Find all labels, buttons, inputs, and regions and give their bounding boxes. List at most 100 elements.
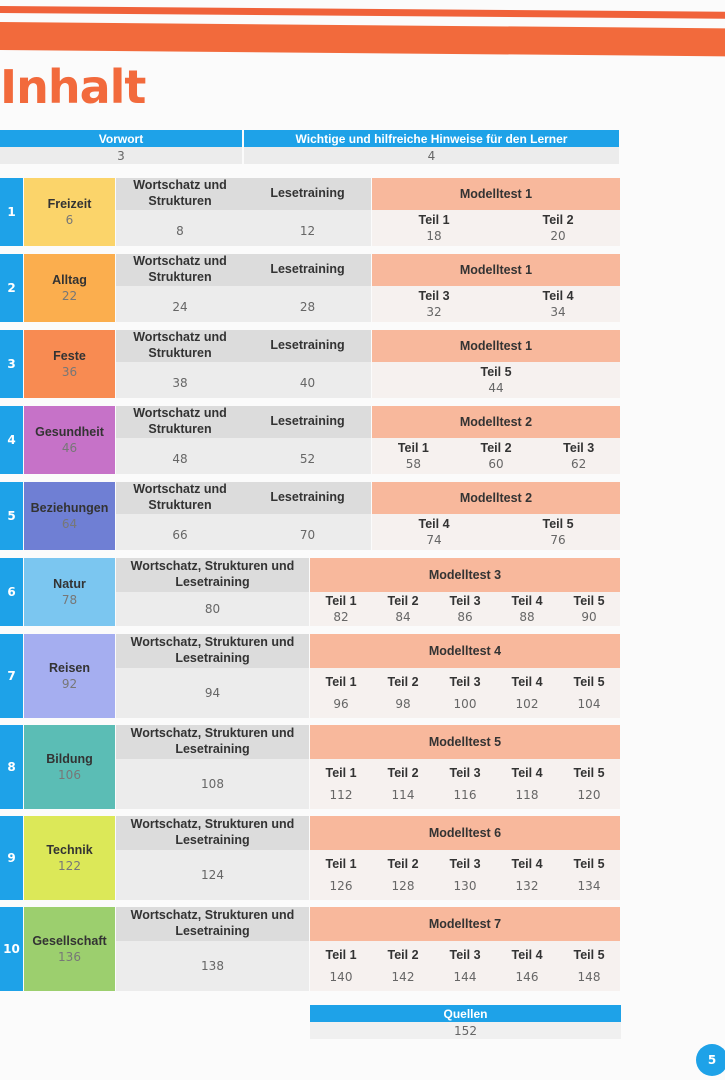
teil-item[interactable]: Teil 2 128	[372, 850, 434, 900]
teil-item[interactable]: Teil 5 120	[558, 759, 620, 809]
page-title: Inhalt	[0, 60, 146, 114]
teil-item[interactable]: Teil 5 134	[558, 850, 620, 900]
teil-item[interactable]: Teil 3 100	[434, 668, 496, 718]
vorwort-label[interactable]: Vorwort	[0, 130, 242, 147]
modelltest-header[interactable]: Modelltest 6	[310, 816, 620, 850]
topic-page: 136	[58, 950, 81, 964]
teil-item[interactable]: Teil 4 146	[496, 941, 558, 991]
teil-item[interactable]: Teil 5 90	[558, 592, 620, 626]
wortschatz-header[interactable]: Wortschatz und Strukturen	[116, 330, 244, 362]
chapter-topic[interactable]: Alltag 22	[24, 254, 115, 322]
teil-label: Teil 5	[573, 948, 605, 963]
hinweise-label[interactable]: Wichtige und hilfreiche Hinweise für den…	[244, 130, 619, 147]
teil-item[interactable]: Teil 1 140	[310, 941, 372, 991]
wortschatz-header[interactable]: Wortschatz und Strukturen	[116, 254, 244, 286]
teil-item[interactable]: Teil 3 130	[434, 850, 496, 900]
teil-page: 20	[550, 229, 566, 244]
modelltest-header[interactable]: Modelltest 5	[310, 725, 620, 759]
lesetraining-header[interactable]: Lesetraining	[244, 254, 371, 286]
chapter-number: 6	[0, 558, 23, 626]
hinweise-page: 4	[244, 147, 619, 164]
teil-label: Teil 3	[449, 857, 481, 872]
lesetraining-header[interactable]: Lesetraining	[244, 330, 371, 362]
teil-page: 86	[457, 610, 473, 624]
teil-page: 90	[581, 610, 597, 624]
teil-item[interactable]: Teil 2 98	[372, 668, 434, 718]
chapter-number: 5	[0, 482, 23, 550]
chapter-topic[interactable]: Gesundheit 46	[24, 406, 115, 474]
teil-label: Teil 5	[480, 364, 512, 379]
teil-item[interactable]: Teil 1 126	[310, 850, 372, 900]
teil-item[interactable]: Teil 4 34	[496, 286, 620, 322]
teil-item[interactable]: Teil 3 116	[434, 759, 496, 809]
teil-item[interactable]: Teil 1 18	[372, 210, 496, 246]
teil-item[interactable]: Teil 4 102	[496, 668, 558, 718]
wortschatz-lesetraining-header[interactable]: Wortschatz, Strukturen und Lesetraining	[116, 558, 309, 592]
wortschatz-header[interactable]: Wortschatz und Strukturen	[116, 178, 244, 210]
teil-zone: Teil 5 44	[372, 362, 620, 398]
teil-zone: Teil 1 18 Teil 2 20	[372, 210, 620, 246]
chapter-number: 2	[0, 254, 23, 322]
chapter-topic[interactable]: Beziehungen 64	[24, 482, 115, 550]
modelltest-header[interactable]: Modelltest 3	[310, 558, 620, 592]
teil-item[interactable]: Teil 4 88	[496, 592, 558, 626]
teil-item[interactable]: Teil 4 118	[496, 759, 558, 809]
modelltest-header[interactable]: Modelltest 1	[372, 178, 620, 210]
teil-page: 140	[329, 969, 353, 984]
chapter-number: 4	[0, 406, 23, 474]
teil-item[interactable]: Teil 3 86	[434, 592, 496, 626]
topic-page: 64	[61, 517, 78, 531]
teil-item[interactable]: Teil 5 104	[558, 668, 620, 718]
teil-item[interactable]: Teil 2 60	[455, 438, 538, 474]
topic-name: Freizeit	[47, 197, 92, 211]
lesetraining-header[interactable]: Lesetraining	[244, 406, 371, 438]
wortschatz-lesetraining-header[interactable]: Wortschatz, Strukturen und Lesetraining	[116, 725, 309, 759]
chapter-topic[interactable]: Reisen 92	[24, 634, 115, 718]
teil-item[interactable]: Teil 4 132	[496, 850, 558, 900]
teil-item[interactable]: Teil 3 144	[434, 941, 496, 991]
teil-item[interactable]: Teil 1 58	[372, 438, 455, 474]
chapter-topic[interactable]: Freizeit 6	[24, 178, 115, 246]
teil-item[interactable]: Teil 5 148	[558, 941, 620, 991]
teil-item[interactable]: Teil 2 142	[372, 941, 434, 991]
teil-item[interactable]: Teil 2 20	[496, 210, 620, 246]
vorwort-page: 3	[0, 147, 242, 164]
topic-page: 92	[61, 677, 78, 691]
teil-item[interactable]: Teil 1 96	[310, 668, 372, 718]
teil-item[interactable]: Teil 4 74	[372, 514, 496, 550]
quellen-label[interactable]: Quellen	[310, 1005, 621, 1022]
teil-item[interactable]: Teil 1 112	[310, 759, 372, 809]
topic-name: Technik	[46, 843, 93, 857]
modelltest-header[interactable]: Modelltest 1	[372, 330, 620, 362]
teil-item[interactable]: Teil 2 114	[372, 759, 434, 809]
chapter-topic[interactable]: Bildung 106	[24, 725, 115, 809]
wortschatz-lesetraining-header[interactable]: Wortschatz, Strukturen und Lesetraining	[116, 634, 309, 668]
chapter-topic[interactable]: Natur 78	[24, 558, 115, 626]
teil-page: 60	[488, 457, 504, 472]
modelltest-header[interactable]: Modelltest 1	[372, 254, 620, 286]
teil-label: Teil 5	[573, 675, 605, 690]
teil-page: 148	[577, 969, 601, 984]
teil-label: Teil 5	[542, 516, 574, 531]
teil-item[interactable]: Teil 3 32	[372, 286, 496, 322]
wortschatz-lesetraining-header[interactable]: Wortschatz, Strukturen und Lesetraining	[116, 907, 309, 941]
teil-item[interactable]: Teil 2 84	[372, 592, 434, 626]
teil-page: 144	[453, 969, 477, 984]
modelltest-header[interactable]: Modelltest 4	[310, 634, 620, 668]
wortschatz-lesetraining-header[interactable]: Wortschatz, Strukturen und Lesetraining	[116, 816, 309, 850]
teil-item[interactable]: Teil 5 44	[372, 362, 620, 398]
wortschatz-header[interactable]: Wortschatz und Strukturen	[116, 482, 244, 514]
wortschatz-header[interactable]: Wortschatz und Strukturen	[116, 406, 244, 438]
teil-zone: Teil 1 140 Teil 2 142 Teil 3 144 Teil 4 146 Teil…	[310, 941, 620, 991]
teil-item[interactable]: Teil 5 76	[496, 514, 620, 550]
modelltest-header[interactable]: Modelltest 2	[372, 482, 620, 514]
modelltest-header[interactable]: Modelltest 2	[372, 406, 620, 438]
chapter-topic[interactable]: Feste 36	[24, 330, 115, 398]
lesetraining-header[interactable]: Lesetraining	[244, 482, 371, 514]
lesetraining-header[interactable]: Lesetraining	[244, 178, 371, 210]
chapter-topic[interactable]: Technik 122	[24, 816, 115, 900]
chapter-topic[interactable]: Gesellschaft 136	[24, 907, 115, 991]
teil-item[interactable]: Teil 3 62	[537, 438, 620, 474]
modelltest-header[interactable]: Modelltest 7	[310, 907, 620, 941]
teil-item[interactable]: Teil 1 82	[310, 592, 372, 626]
